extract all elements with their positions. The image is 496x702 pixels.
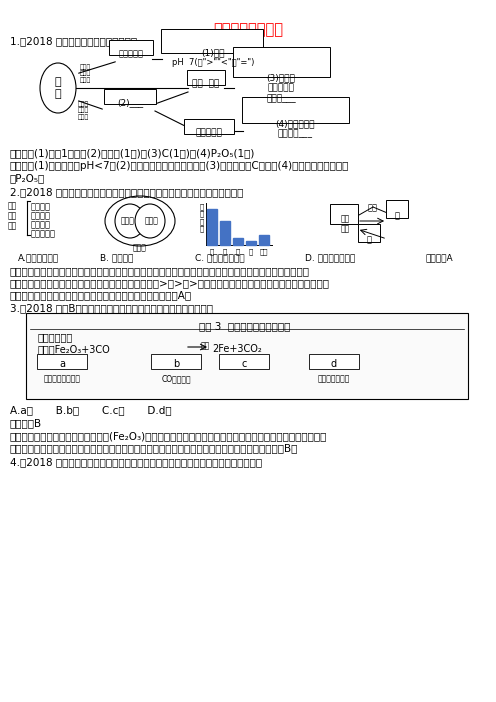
Ellipse shape bbox=[135, 204, 165, 238]
Text: 为P₂O₅。: 为P₂O₅。 bbox=[10, 173, 45, 183]
Text: (2)___: (2)___ bbox=[117, 98, 143, 107]
Text: 金属
单质: 金属 单质 bbox=[340, 214, 350, 233]
Text: 混合物例：: 混合物例： bbox=[119, 49, 143, 58]
Ellipse shape bbox=[115, 204, 145, 238]
Text: 【答案】(1)＜（1分）；(2)纯净物(1分)；(3)C(1分)；(4)P₂O₅(1分): 【答案】(1)＜（1分）；(2)纯净物(1分)；(3)C(1分)；(4)P₂O₅… bbox=[10, 148, 255, 158]
Text: d: d bbox=[331, 359, 337, 369]
Text: (1)白醋: (1)白醋 bbox=[201, 48, 225, 57]
Text: 都是由
同种元
素组成: 都是由 同种元 素组成 bbox=[78, 101, 89, 119]
Ellipse shape bbox=[105, 196, 175, 246]
Text: 基本
反应
类型: 基本 反应 类型 bbox=[8, 201, 17, 231]
Bar bbox=[220, 221, 230, 245]
Text: A.化学反应分类: A.化学反应分类 bbox=[18, 253, 59, 262]
Text: 一、铁的冶炼: 一、铁的冶炼 bbox=[38, 332, 73, 342]
FancyBboxPatch shape bbox=[386, 200, 408, 218]
Text: 3.（2018 重庆B）小明笔记中有处错误你认为是图中的哪一处（）: 3.（2018 重庆B）小明笔记中有处错误你认为是图中的哪一处（） bbox=[10, 303, 213, 313]
Text: 盐: 盐 bbox=[394, 211, 399, 220]
Text: 【解析】赤铁矿的主要成分是氧化铁(Fe₂O₃)，用一氧化碳在高温下与氧化铁，利用了一氧化碳还原性把铁从氧: 【解析】赤铁矿的主要成分是氧化铁(Fe₂O₃)，用一氧化碳在高温下与氧化铁，利用… bbox=[10, 431, 327, 441]
Bar bbox=[246, 241, 256, 245]
Text: b: b bbox=[173, 359, 179, 369]
Text: 【答案】A: 【答案】A bbox=[425, 253, 453, 262]
Text: 化铁中还原出来，一氧化碳发生了氧化反应，氧化铁发生了还原反应；该反应不属于置换反应，故选B。: 化铁中还原出来，一氧化碳发生了氧化反应，氧化铁发生了还原反应；该反应不属于置换反… bbox=[10, 443, 299, 453]
Text: 其它: 其它 bbox=[260, 248, 268, 255]
Text: D. 金属的化学性质: D. 金属的化学性质 bbox=[305, 253, 355, 262]
FancyBboxPatch shape bbox=[161, 29, 263, 53]
Text: 化合反应: 化合反应 bbox=[31, 202, 51, 211]
FancyBboxPatch shape bbox=[37, 354, 87, 369]
Text: 铁: 铁 bbox=[236, 248, 240, 255]
Text: 合物，纯净物包括单质和化合物；地壳中元素含量：氧>硅>铝>铁；金属的化学性质：活泼金属与酸反应生成盐: 合物，纯净物包括单质和化合物；地壳中元素含量：氧>硅>铝>铁；金属的化学性质：活… bbox=[10, 278, 330, 288]
Text: 氧: 氧 bbox=[223, 248, 227, 255]
FancyBboxPatch shape bbox=[187, 70, 225, 85]
FancyBboxPatch shape bbox=[109, 40, 153, 55]
FancyBboxPatch shape bbox=[184, 119, 234, 134]
Text: 化合物: 化合物 bbox=[145, 216, 159, 225]
FancyBboxPatch shape bbox=[151, 354, 201, 369]
Text: 专题分类：创新题: 专题分类：创新题 bbox=[213, 22, 283, 37]
Text: 氧气: 氧气 bbox=[368, 203, 378, 212]
Text: 复分解反应: 复分解反应 bbox=[31, 229, 56, 238]
Text: (4)五氧化二磷
化学式为___: (4)五氧化二磷 化学式为___ bbox=[275, 119, 315, 138]
Text: (3)金刚石
组成的元素
符号为___: (3)金刚石 组成的元素 符号为___ bbox=[266, 73, 296, 102]
Text: 4.（2018 南京）如图为三种不同浓度的氢氧化钓溶液与对应浓度的盐酸反应的曲线。: 4.（2018 南京）如图为三种不同浓度的氢氧化钓溶液与对应浓度的盐酸反应的曲线… bbox=[10, 457, 262, 467]
Text: 元
素
含
量: 元 素 含 量 bbox=[200, 203, 204, 232]
Ellipse shape bbox=[40, 63, 76, 113]
Text: CO是还原剂: CO是还原剂 bbox=[161, 374, 191, 383]
Bar bbox=[259, 235, 269, 245]
Text: 硜: 硜 bbox=[210, 248, 214, 255]
Text: 物
质: 物 质 bbox=[55, 77, 62, 99]
Text: A.a处       B.b处       C.c处       D.d处: A.a处 B.b处 C.c处 D.d处 bbox=[10, 405, 172, 415]
Text: pH  7(填">""<"或"="): pH 7(填">""<"或"=") bbox=[172, 58, 254, 67]
FancyBboxPatch shape bbox=[358, 224, 380, 242]
Text: 化合物例：: 化合物例： bbox=[195, 128, 222, 137]
Text: 混合物: 混合物 bbox=[133, 243, 147, 252]
Text: B. 物质分类: B. 物质分类 bbox=[100, 253, 133, 262]
FancyBboxPatch shape bbox=[242, 97, 349, 123]
Text: 【解析】化学反应的四种基本类型：化合反应、分解反应、置换反应和复分解反应；物质的分类：纯净物和混: 【解析】化学反应的四种基本类型：化合反应、分解反应、置换反应和复分解反应；物质的… bbox=[10, 266, 310, 276]
Text: 课题 3  金属资源的利用和保护: 课题 3 金属资源的利用和保护 bbox=[199, 321, 291, 331]
Text: 高温: 高温 bbox=[200, 341, 210, 350]
Text: 2.（2018 安徽）归纳法是学习化学的重要方法之一，下列图示正确的是为（）: 2.（2018 安徽）归纳法是学习化学的重要方法之一，下列图示正确的是为（） bbox=[10, 187, 244, 197]
Text: 分解反应: 分解反应 bbox=[31, 211, 51, 220]
Text: 单质  例：: 单质 例： bbox=[192, 79, 220, 88]
Text: 1.（2018 吉林）请完成下列思维导图。: 1.（2018 吉林）请完成下列思维导图。 bbox=[10, 36, 137, 46]
Text: 2Fe+3CO₂: 2Fe+3CO₂ bbox=[212, 344, 262, 354]
Text: c: c bbox=[242, 359, 247, 369]
Text: 【答案】B: 【答案】B bbox=[10, 418, 42, 428]
Text: 【解析】(1)白醋是酸，pH<7；(2)物质分为混合物和纯净物；(3)金岘石含有C元素；(4)五氧化二磷的化学式: 【解析】(1)白醋是酸，pH<7；(2)物质分为混合物和纯净物；(3)金岘石含有… bbox=[10, 161, 349, 171]
Text: 混合物
组成不
同种元: 混合物 组成不 同种元 bbox=[80, 64, 91, 83]
FancyBboxPatch shape bbox=[233, 47, 330, 77]
Text: 纯净物: 纯净物 bbox=[121, 216, 135, 225]
Bar bbox=[233, 238, 243, 245]
Text: 原理：Fe₂O₃+3CO: 原理：Fe₂O₃+3CO bbox=[38, 344, 111, 354]
FancyBboxPatch shape bbox=[26, 313, 468, 399]
Bar bbox=[207, 209, 217, 245]
Text: 铝: 铝 bbox=[249, 248, 253, 255]
Text: 反应是置换反应: 反应是置换反应 bbox=[318, 374, 350, 383]
FancyBboxPatch shape bbox=[219, 354, 269, 369]
FancyBboxPatch shape bbox=[104, 89, 156, 104]
Text: C. 地壳中元素含量: C. 地壳中元素含量 bbox=[195, 253, 245, 262]
FancyBboxPatch shape bbox=[309, 354, 359, 369]
Text: 置换反应: 置换反应 bbox=[31, 220, 51, 229]
Text: 还原铁氧化物炼铁: 还原铁氧化物炼铁 bbox=[44, 374, 80, 383]
Text: 酸: 酸 bbox=[367, 235, 372, 244]
FancyBboxPatch shape bbox=[330, 204, 358, 224]
Text: 和氢气，金属与氧气反应生成金属氧化物，不能生成盐，故选A。: 和氢气，金属与氧气反应生成金属氧化物，不能生成盐，故选A。 bbox=[10, 290, 192, 300]
Text: a: a bbox=[59, 359, 65, 369]
